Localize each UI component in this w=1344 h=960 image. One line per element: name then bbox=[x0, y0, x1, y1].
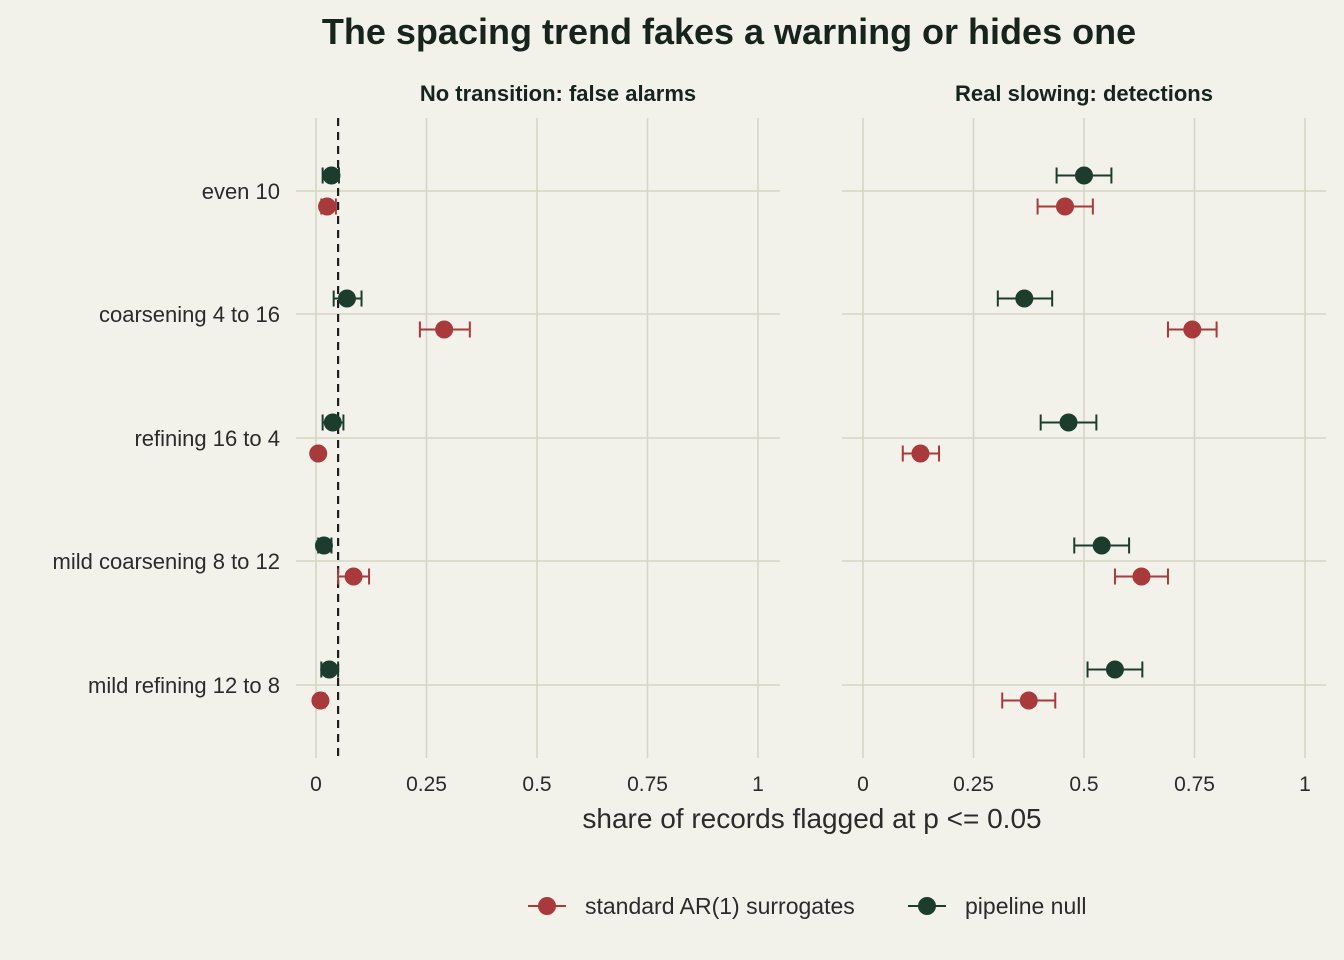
y-tick-label: mild coarsening 8 to 12 bbox=[53, 549, 280, 574]
x-tick-label: 1 bbox=[1299, 773, 1311, 796]
data-point-standard bbox=[309, 444, 328, 463]
x-tick-label: 0.5 bbox=[522, 773, 551, 796]
x-tick-label: 0 bbox=[310, 773, 322, 796]
data-point-pipeline bbox=[1075, 166, 1093, 185]
data-point-pipeline bbox=[314, 536, 333, 555]
data-point-pipeline bbox=[1092, 536, 1111, 555]
data-point-standard bbox=[1132, 567, 1151, 586]
data-point-pipeline bbox=[337, 289, 356, 308]
data-point-standard bbox=[311, 691, 330, 710]
legend: standard AR(1) surrogates pipeline null bbox=[528, 893, 1086, 919]
data-point-pipeline bbox=[320, 660, 339, 679]
data-point-pipeline bbox=[1105, 660, 1124, 679]
chart-title: The spacing trend fakes a warning or hid… bbox=[322, 11, 1136, 52]
data-point-standard bbox=[911, 444, 930, 463]
x-axis-label: share of records flagged at p <= 0.05 bbox=[582, 803, 1041, 834]
legend-label: standard AR(1) surrogates bbox=[585, 893, 855, 919]
plot-area: No transition: false alarms 0 0.25 0.5 0.75 1… bbox=[53, 81, 1326, 796]
data-point-standard bbox=[1019, 691, 1038, 710]
data-point-pipeline bbox=[322, 166, 341, 185]
y-tick-label: even 10 bbox=[202, 179, 280, 204]
x-tick-label: 0 bbox=[857, 773, 869, 796]
legend-key-marker bbox=[538, 897, 556, 915]
legend-label: pipeline null bbox=[965, 893, 1086, 919]
data-point-standard bbox=[344, 567, 363, 586]
data-point-standard bbox=[435, 320, 454, 339]
data-point-pipeline bbox=[1059, 413, 1078, 432]
x-tick-label: 0.25 bbox=[953, 773, 994, 796]
y-tick-label: mild refining 12 to 8 bbox=[88, 673, 280, 698]
x-tick-label: 0.75 bbox=[1174, 773, 1215, 796]
panel-2: Real slowing: detections 0 0.25 0.5 0.75 1 bbox=[842, 81, 1326, 796]
data-point-standard bbox=[1183, 320, 1202, 339]
data-point-standard bbox=[1055, 197, 1074, 216]
panel-title: No transition: false alarms bbox=[420, 81, 696, 106]
data-point-standard bbox=[318, 197, 337, 216]
y-tick-label: refining 16 to 4 bbox=[134, 426, 280, 451]
panel-1: No transition: false alarms 0 0.25 0.5 0.75 1 bbox=[296, 81, 780, 796]
x-tick-label: 0.75 bbox=[627, 773, 668, 796]
y-tick-label: coarsening 4 to 16 bbox=[99, 302, 280, 327]
x-tick-label: 0.5 bbox=[1069, 773, 1098, 796]
data-point-pipeline bbox=[1015, 289, 1034, 308]
panel-title: Real slowing: detections bbox=[955, 81, 1213, 106]
x-tick-label: 1 bbox=[752, 773, 764, 796]
legend-key-marker bbox=[918, 897, 936, 915]
x-tick-label: 0.25 bbox=[406, 773, 447, 796]
data-point-pipeline bbox=[323, 413, 342, 432]
